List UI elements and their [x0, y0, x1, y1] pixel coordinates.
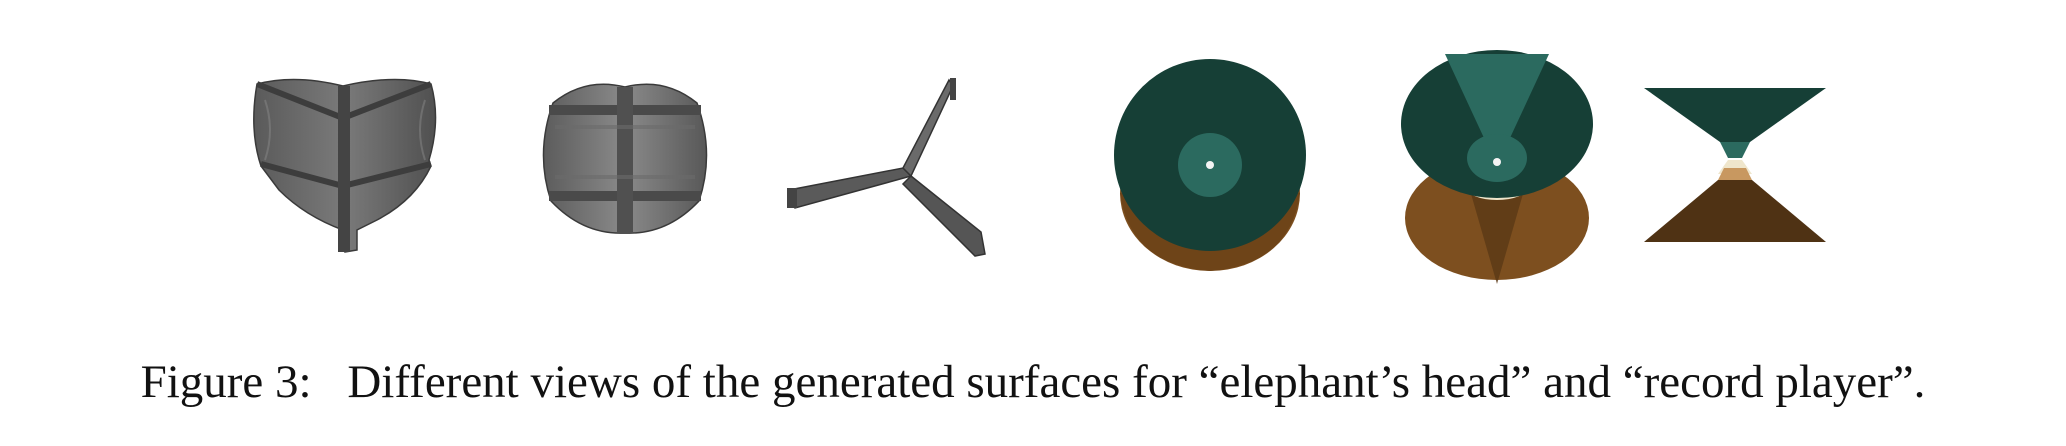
record-player-side-view [1644, 88, 1826, 242]
figure-caption: Figure 3: Different views of the generat… [0, 352, 2066, 412]
figure-panels-row [253, 50, 1826, 284]
elephant-head-side-view [787, 78, 986, 257]
record-player-top-view [1114, 59, 1306, 271]
elephant-head-front-view [253, 78, 437, 253]
figure-caption-label: Figure 3: [140, 356, 312, 408]
record-player-tilted-view [1401, 50, 1593, 284]
elephant-head-back-view [542, 83, 708, 234]
figure-caption-text: Different views of the generated surface… [347, 356, 1926, 408]
